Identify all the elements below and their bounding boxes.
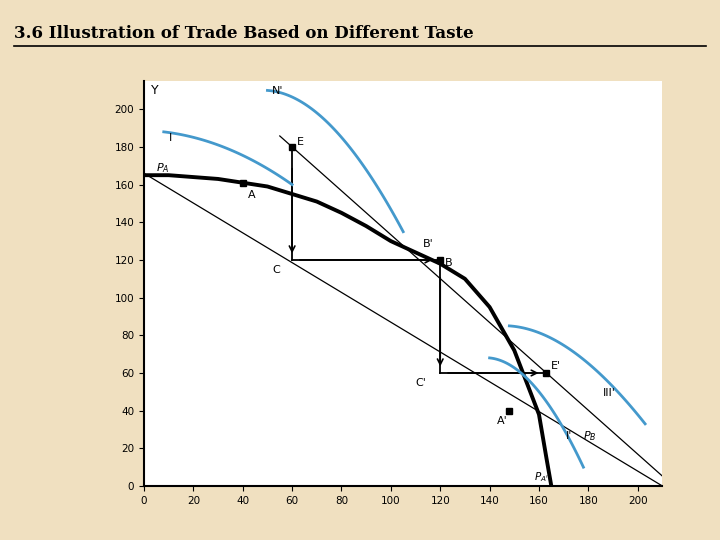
Text: B': B' (423, 239, 433, 249)
Text: I: I (168, 133, 172, 143)
Text: E': E' (552, 361, 562, 371)
Text: Y: Y (151, 84, 159, 97)
Text: A: A (248, 190, 256, 200)
Text: $P_A$: $P_A$ (156, 161, 170, 175)
Text: C: C (272, 265, 280, 275)
Text: $P_B$: $P_B$ (583, 429, 597, 443)
Text: N': N' (272, 86, 284, 96)
Text: $P_{A'}$: $P_{A'}$ (534, 470, 549, 484)
Text: I': I' (566, 431, 572, 441)
Text: E: E (297, 137, 304, 147)
Text: A': A' (497, 416, 508, 426)
Text: C': C' (415, 378, 426, 388)
Text: III': III' (603, 388, 616, 397)
Text: B: B (445, 258, 453, 268)
Text: 3.6 Illustration of Trade Based on Different Taste: 3.6 Illustration of Trade Based on Diffe… (14, 25, 474, 42)
